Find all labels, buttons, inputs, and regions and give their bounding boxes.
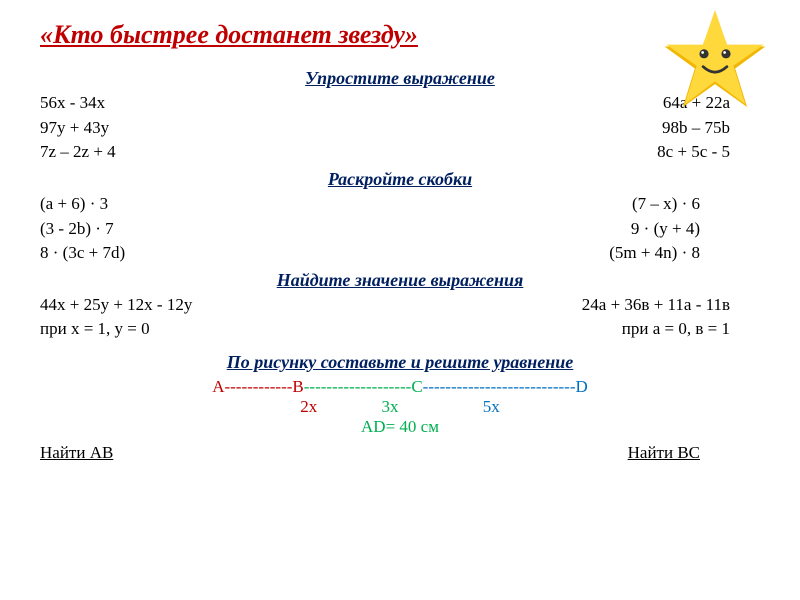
expr: 98b – 75b	[385, 116, 760, 141]
val-2x: 2x	[300, 397, 317, 416]
expr-cond: при a = 0, в = 1	[385, 317, 760, 342]
brackets-row: 8 · (3c + 7d) (5m + 4n) · 8	[40, 241, 760, 266]
expr: (5m + 4n) · 8	[370, 241, 760, 266]
heading-findval: Найдите значение выражения	[40, 270, 760, 291]
find-row: Найти AB Найти BC	[40, 443, 760, 463]
expr: (a + 6) · 3	[40, 192, 370, 217]
expr: 44x + 25y + 12x - 12y	[40, 293, 385, 318]
diagram-values: 2x 3x 5x	[40, 397, 760, 417]
dash: ---------------------------	[423, 377, 576, 396]
point-c: C	[411, 377, 422, 396]
find-ab: Найти AB	[40, 443, 113, 463]
point-a: A	[212, 377, 224, 396]
expr: 24а + 36в + 11а - 11в	[385, 293, 760, 318]
expr: 56x - 34x	[40, 91, 385, 116]
simplify-row: 56x - 34x 64a + 22a	[40, 91, 760, 116]
page-title: «Кто быстрее достанет звезду»	[40, 20, 760, 50]
point-b: B	[292, 377, 303, 396]
expr: 8c + 5c - 5	[385, 140, 760, 165]
dash: -------------------	[304, 377, 412, 396]
expr: (7 – x) · 6	[370, 192, 760, 217]
simplify-row: 7z – 2z + 4 8c + 5c - 5	[40, 140, 760, 165]
brackets-row: (3 - 2b) · 7 9 · (y + 4)	[40, 217, 760, 242]
find-bc: Найти BC	[628, 443, 760, 463]
ad-length: AD= 40 см	[40, 417, 760, 437]
point-d: D	[576, 377, 588, 396]
expr: 97y + 43y	[40, 116, 385, 141]
segment-diagram: A------------B-------------------C------…	[40, 377, 760, 397]
heading-brackets: Раскройте скобки	[40, 169, 760, 190]
brackets-row: (a + 6) · 3 (7 – x) · 6	[40, 192, 760, 217]
val-5x: 5x	[483, 397, 500, 416]
expr: 7z – 2z + 4	[40, 140, 385, 165]
val-3x: 3x	[382, 397, 399, 416]
expr: (3 - 2b) · 7	[40, 217, 370, 242]
expr-cond: при x = 1, y = 0	[40, 317, 385, 342]
simplify-row: 97y + 43y 98b – 75b	[40, 116, 760, 141]
star-icon	[660, 8, 770, 118]
heading-diagram: По рисунку составьте и решите уравнение	[40, 352, 760, 373]
dash: ------------	[224, 377, 292, 396]
heading-simplify: Упростите выражение	[40, 68, 760, 89]
findval-row: 44x + 25y + 12x - 12y 24а + 36в + 11а - …	[40, 293, 760, 318]
expr: 8 · (3c + 7d)	[40, 241, 370, 266]
expr: 9 · (y + 4)	[370, 217, 760, 242]
findval-conditions: при x = 1, y = 0 при a = 0, в = 1	[40, 317, 760, 342]
